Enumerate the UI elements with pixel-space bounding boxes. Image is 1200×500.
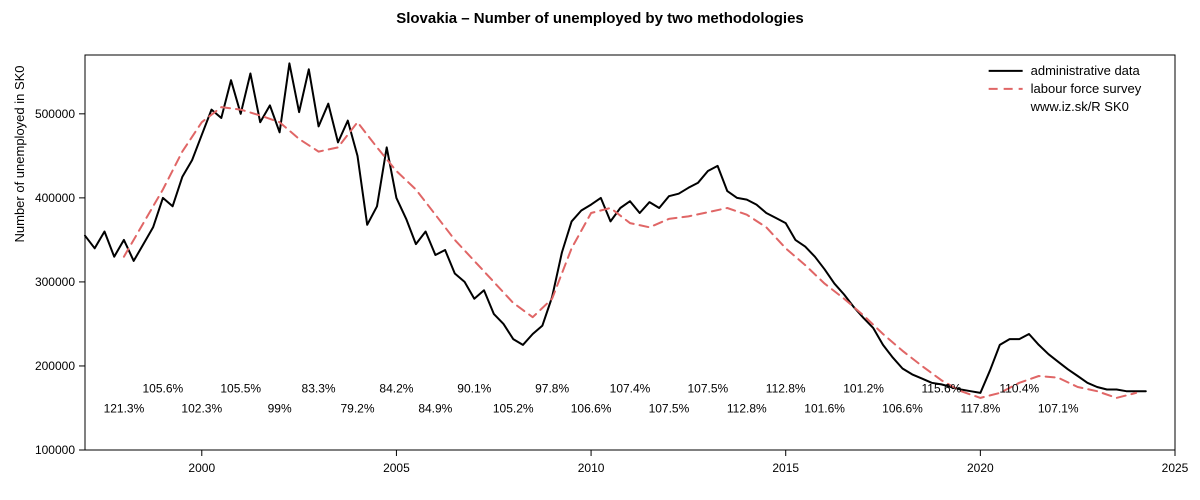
x-tick-label: 2005 [383,461,410,475]
series-labour-force-survey [124,107,1136,398]
legend-caption: www.iz.sk/R SK0 [1030,99,1129,114]
chart-svg: 100000 200000 300000 400000 500000 2000 2005 20… [0,0,1200,500]
annotation-label: 115.6% [922,382,962,396]
annotation-label: 101.6% [804,401,845,415]
y-tick-label: 100000 [35,443,75,457]
annotation-label: 101.2% [843,382,884,396]
legend-label: administrative data [1031,63,1141,78]
chart-title: Slovakia – Number of unemployed by two m… [0,10,1200,27]
annotation-label: 112.8% [727,401,767,415]
annotation-label: 105.6% [143,382,184,396]
annotation-label: 99% [268,401,292,415]
y-tick-label: 300000 [35,275,75,289]
legend-label: labour force survey [1031,81,1142,96]
annotation-label: 121.3% [104,401,145,415]
x-tick-label: 2020 [967,461,994,475]
annotation-label: 107.5% [688,382,729,396]
annotation-label: 84.9% [418,401,452,415]
chart-container: Slovakia – Number of unemployed by two m… [0,0,1200,500]
annotation-label: 79.2% [340,401,374,415]
annotation-label: 84.2% [379,382,413,396]
annotation-label: 110.4% [999,382,1039,396]
annotation-label: 83.3% [302,382,336,396]
annotation-label: 117.8% [960,401,1000,415]
x-tick-label: 2010 [578,461,605,475]
annotation-label: 107.4% [610,382,651,396]
annotation-label: 106.6% [571,401,612,415]
annotation-label: 106.6% [882,401,923,415]
y-tick-label: 400000 [35,191,75,205]
y-tick-label: 500000 [35,107,75,121]
annotation-label: 90.1% [457,382,491,396]
annotation-label: 105.2% [493,401,534,415]
y-axis-label: Number of unemployed in SK0 [12,65,27,242]
annotation-label: 107.5% [649,401,690,415]
x-tick-label: 2025 [1162,461,1189,475]
x-tick-label: 2015 [772,461,799,475]
annotation-label: 107.1% [1038,401,1079,415]
annotation-label: 112.8% [766,382,806,396]
x-tick-label: 2000 [188,461,215,475]
annotation-label: 97.8% [535,382,569,396]
annotation-label: 102.3% [181,401,222,415]
series-administrative-data [85,63,1146,393]
annotation-label: 105.5% [220,382,261,396]
y-tick-label: 200000 [35,359,75,373]
